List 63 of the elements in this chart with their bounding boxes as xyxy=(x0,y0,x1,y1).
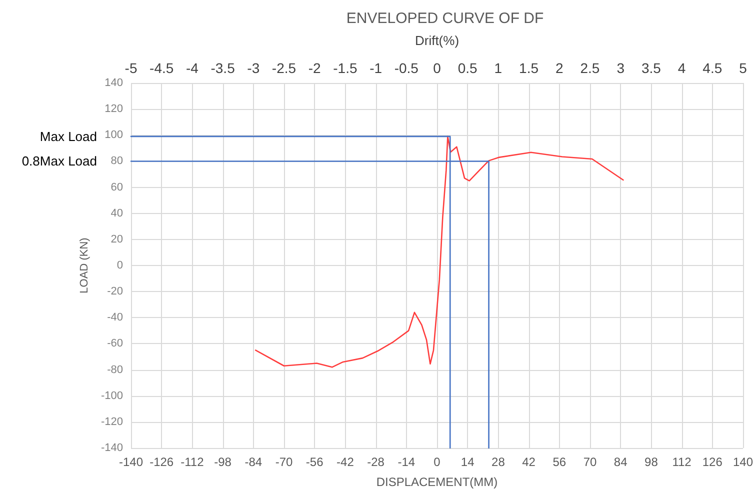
x-tick-label: 14 xyxy=(460,455,475,469)
y-axis-title: LOAD (KN) xyxy=(78,238,91,294)
x2-tick-label: 0.5 xyxy=(458,60,478,76)
x2-tick-label: 3.5 xyxy=(641,60,662,76)
y-tick-label: 0 xyxy=(116,260,123,272)
y-tick-label: 120 xyxy=(104,103,123,116)
x2-tick-label: -2.5 xyxy=(272,60,296,76)
y-tick-label: -20 xyxy=(107,286,123,298)
x2-tick-label: 2.5 xyxy=(580,60,600,76)
x-tick-label: 70 xyxy=(583,455,597,469)
y-tick-label: 20 xyxy=(110,233,123,246)
x2-tick-label: 2 xyxy=(555,60,564,76)
x-tick-label: 56 xyxy=(552,455,566,469)
x2-tick-label: -5 xyxy=(124,60,138,76)
y-tick-label: 140 xyxy=(104,77,123,89)
x2-tick-label: -1.5 xyxy=(333,60,358,76)
x2-axis-title: Drift(%) xyxy=(414,33,460,48)
x2-tick-label: -1 xyxy=(370,60,382,76)
y-tick-label: 60 xyxy=(110,181,123,194)
x-tick-label: 126 xyxy=(702,455,723,469)
x2-tick-label: -4 xyxy=(186,60,199,76)
x2-tick-label: -4.5 xyxy=(150,60,174,76)
x-tick-label: -98 xyxy=(214,455,232,469)
x-tick-label: -84 xyxy=(244,455,262,469)
line-series xyxy=(254,136,624,368)
x2-tick-label: -3.5 xyxy=(210,60,236,76)
x-tick-label: -28 xyxy=(367,455,385,469)
y-tick-label: -120 xyxy=(100,416,123,428)
x-tick-label: 84 xyxy=(614,455,628,469)
x2-tick-label: 5 xyxy=(739,60,748,76)
x2-tick-label: 0 xyxy=(433,60,442,76)
y-tick-label: 40 xyxy=(110,207,123,220)
x-tick-label: 98 xyxy=(644,455,658,469)
x-tick-label: 0 xyxy=(434,455,441,469)
x2-tick-label: 4.5 xyxy=(702,60,722,76)
x-tick-label: -126 xyxy=(150,455,174,469)
x-tick-label: -70 xyxy=(275,455,293,469)
x2-tick-label: 4 xyxy=(678,60,686,76)
x2-tick-label: 1 xyxy=(494,60,502,76)
x-tick-label: 28 xyxy=(492,455,506,469)
y-tick-label: -60 xyxy=(107,338,123,350)
x-tick-label: -56 xyxy=(306,455,324,469)
x-tick-label: 42 xyxy=(522,455,536,469)
annotation: Max Load xyxy=(40,128,97,144)
y-tick-label: -80 xyxy=(107,364,123,376)
x-tick-label: -112 xyxy=(180,455,204,469)
x2-tick-label: 3 xyxy=(616,60,625,76)
x-tick-label: 140 xyxy=(732,455,754,469)
y-tick-label: 80 xyxy=(110,155,123,168)
x2-tick-label: -0.5 xyxy=(394,60,419,76)
y-tick-label: -140 xyxy=(100,442,123,454)
x2-tick-label: -3 xyxy=(247,60,260,76)
y-tick-label: -100 xyxy=(100,390,123,402)
annotation: 0.8Max Load xyxy=(22,154,97,169)
x-tick-label: -42 xyxy=(336,455,354,469)
y-tick-label: 100 xyxy=(104,129,123,142)
x2-tick-label: 1.5 xyxy=(519,60,539,76)
x-tick-label: -14 xyxy=(398,455,416,469)
x-axis-title: DISPLACEMENT(MM) xyxy=(376,475,498,489)
chart-title: ENVELOPED CURVE OF DF xyxy=(346,10,544,27)
x-tick-label: 112 xyxy=(672,455,692,469)
y-tick-label: -40 xyxy=(107,312,123,324)
x2-tick-label: -2 xyxy=(308,60,322,76)
